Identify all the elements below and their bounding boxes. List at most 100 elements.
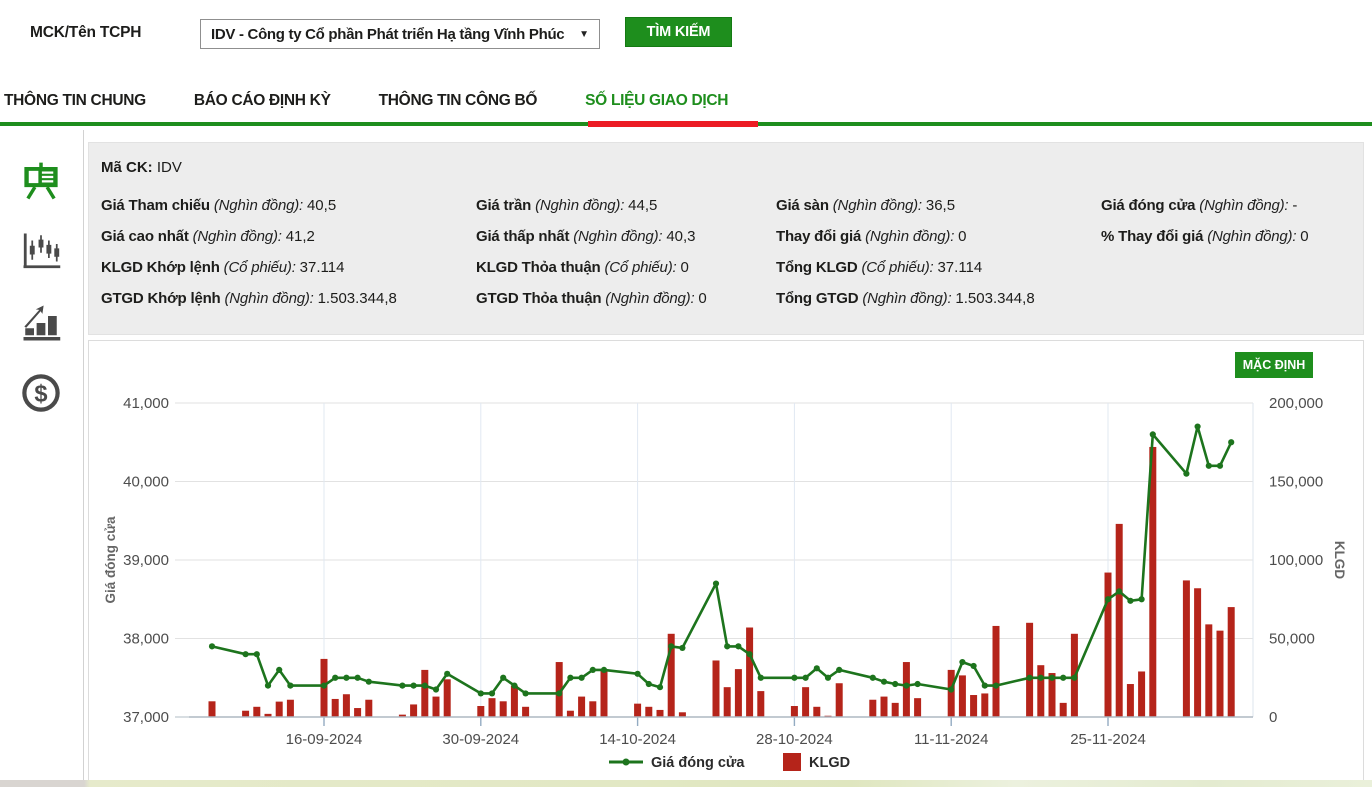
left-axis-tick-label: 41,000 (123, 395, 169, 412)
price-point (253, 651, 260, 658)
price-point (724, 643, 731, 650)
presentation-chart-icon[interactable] (20, 160, 62, 202)
x-axis-tick-label: 14-10-2024 (599, 731, 676, 748)
tab-so-lieu-giao-dich[interactable]: SỐ LIỆU GIAO DỊCH (585, 92, 729, 109)
stock-code-label: Mã CK: (101, 159, 153, 176)
volume-bar (286, 699, 294, 717)
volume-bar (275, 701, 283, 717)
right-axis-tick-label: 0 (1269, 709, 1277, 726)
sidebar: $ (0, 130, 84, 780)
stat-row: Giá Tham chiếu (Nghìn đồng): 40,5 (101, 197, 337, 214)
volume-bar (342, 694, 350, 717)
left-axis-title: Giá đóng cửa (103, 516, 118, 604)
price-point (477, 690, 484, 697)
right-axis-tick-label: 200,000 (1269, 395, 1323, 412)
right-axis-tick-label: 150,000 (1269, 474, 1323, 491)
price-point (757, 674, 764, 681)
volume-bar (802, 687, 810, 717)
price-point (287, 682, 294, 689)
bar-chart-icon[interactable] (20, 302, 62, 344)
price-point (981, 682, 988, 689)
stat-row: GTGD Thỏa thuận (Nghìn đồng): 0 (476, 290, 707, 307)
gridlines: 41,000 200,000 40,000 150,000 39,000 100,000 3… (123, 395, 1323, 748)
price-point (735, 643, 742, 650)
volume-bar (645, 706, 653, 717)
volume-bar (746, 627, 754, 717)
volume-bar (1194, 588, 1202, 717)
volume-bar (522, 706, 530, 717)
stat-row: Giá sàn (Nghìn đồng): 36,5 (776, 197, 956, 214)
volume-bar (510, 685, 518, 717)
stat-row: KLGD Khớp lệnh (Cổ phiếu): 37.114 (101, 259, 345, 276)
price-point (1127, 597, 1134, 604)
volume-bar (208, 701, 216, 717)
volume-bar (1115, 523, 1123, 717)
price-point (645, 680, 652, 688)
x-axis-tick-label: 28-10-2024 (756, 731, 833, 748)
price-point (589, 666, 596, 673)
price-point (343, 674, 350, 681)
price-point (656, 684, 664, 691)
volume-bar (992, 625, 1000, 717)
stock-code-row: Mã CK: IDV (101, 159, 182, 176)
volume-bar (902, 662, 910, 717)
price-point (1060, 674, 1067, 681)
volume-bar (589, 701, 597, 717)
price-point (1026, 674, 1033, 681)
volume-bar (1126, 684, 1134, 717)
volume-bar (432, 696, 440, 717)
price-point (959, 658, 966, 666)
dollar-coin-icon[interactable]: $ (20, 372, 62, 414)
stat-row: Tổng GTGD (Nghìn đồng): 1.503.344,8 (776, 290, 1035, 307)
tab-bar: THÔNG TIN CHUNG BÁO CÁO ĐỊNH KỲ THÔNG TI… (4, 92, 728, 110)
legend-bar-swatch (783, 753, 801, 771)
volume-bar (1227, 607, 1235, 717)
price-point (522, 690, 529, 697)
default-button[interactable]: MẶC ĐỊNH (1235, 352, 1313, 378)
active-tab-underline (588, 121, 758, 127)
price-point (813, 665, 820, 672)
price-point (332, 674, 339, 681)
price-point (444, 670, 451, 677)
stats-column-1: Giá Tham chiếu (Nghìn đồng): 40,5 Giá cao… (101, 190, 397, 314)
volume-bar (443, 679, 451, 717)
price-point (1037, 674, 1044, 681)
svg-text:$: $ (34, 381, 47, 407)
company-select-value: IDV - Công ty Cổ phần Phát triển Hạ tầng… (211, 25, 565, 43)
chart-legend: Giá đóng cửa KLGD (609, 753, 850, 771)
volume-bar (253, 706, 261, 717)
price-points (208, 423, 1235, 697)
stat-row: KLGD Thỏa thuận (Cổ phiếu): 0 (476, 259, 689, 276)
volume-bar (1048, 673, 1056, 717)
price-point (500, 674, 507, 681)
company-select[interactable]: IDV - Công ty Cổ phần Phát triển Hạ tầng… (200, 19, 600, 49)
volume-bar (970, 695, 978, 717)
price-point (354, 674, 361, 681)
price-point (1183, 470, 1190, 477)
price-point (802, 674, 809, 681)
tab-bao-cao-dinh-ky[interactable]: BÁO CÁO ĐỊNH KỲ (193, 92, 331, 109)
volume-bar (242, 710, 250, 717)
price-point (1149, 431, 1156, 438)
volume-bar (667, 633, 675, 717)
volume-bar (1037, 665, 1045, 717)
volume-bar (1138, 671, 1146, 717)
tab-thong-tin-cong-bo[interactable]: THÔNG TIN CÔNG BỐ (378, 92, 538, 109)
chart-panel: 41,000 200,000 40,000 150,000 39,000 100,000 3… (88, 340, 1364, 782)
price-point (600, 666, 608, 673)
tab-thong-tin-chung[interactable]: THÔNG TIN CHUNG (4, 92, 146, 109)
volume-bar (835, 683, 843, 717)
price-point (634, 670, 641, 677)
price-point (746, 651, 753, 658)
trading-stats-panel: Mã CK: IDV Giá Tham chiếu (Nghìn đồng): … (88, 142, 1364, 335)
price-point (903, 682, 910, 689)
search-button[interactable]: TÌM KIẾM (625, 17, 732, 47)
candlestick-chart-icon[interactable] (20, 230, 62, 272)
price-point (1216, 462, 1224, 469)
right-axis-title: KLGD (1332, 541, 1347, 579)
volume-bar (723, 687, 731, 717)
volume-bar (477, 706, 485, 717)
price-point (264, 682, 272, 689)
x-axis-tick-label: 25-11-2024 (1070, 731, 1146, 748)
price-point (824, 674, 832, 681)
